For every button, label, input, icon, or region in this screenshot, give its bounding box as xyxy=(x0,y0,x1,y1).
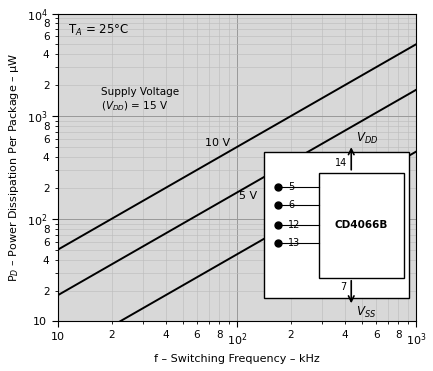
Text: 12: 12 xyxy=(288,220,301,230)
Text: 10 V: 10 V xyxy=(204,138,229,148)
Text: 6: 6 xyxy=(288,200,294,210)
Text: 5: 5 xyxy=(288,182,294,192)
Text: 14: 14 xyxy=(335,158,347,168)
Y-axis label: P$_D$ – Power Dissipation Per Package – μW: P$_D$ – Power Dissipation Per Package – … xyxy=(7,53,21,282)
Text: 5 V: 5 V xyxy=(239,191,257,201)
Text: $V_{DD}$: $V_{DD}$ xyxy=(355,131,378,146)
Text: CD4066B: CD4066B xyxy=(335,220,388,230)
Text: $V_{SS}$: $V_{SS}$ xyxy=(355,305,376,320)
X-axis label: f – Switching Frequency – kHz: f – Switching Frequency – kHz xyxy=(154,354,320,364)
Text: 13: 13 xyxy=(288,238,301,248)
Bar xyxy=(264,152,409,298)
Text: T$_A$ = 25°C: T$_A$ = 25°C xyxy=(68,23,129,38)
Text: 7: 7 xyxy=(341,282,347,292)
Bar xyxy=(319,173,404,278)
Text: Supply Voltage
$(V_{DD})$ = 15 V: Supply Voltage $(V_{DD})$ = 15 V xyxy=(101,88,179,113)
